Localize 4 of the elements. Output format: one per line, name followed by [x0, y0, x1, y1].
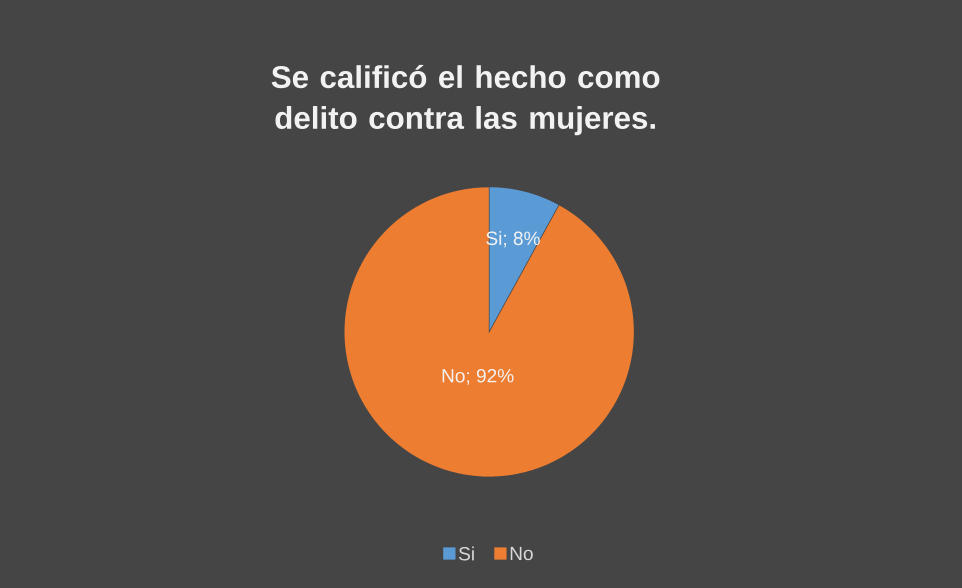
chart-title: Se calificó el hecho como delito contra las mujeres. [272, 64, 660, 136]
data-label: No; 92% [442, 368, 514, 385]
legend-label: Si [459, 546, 474, 560]
legend-label: No [510, 546, 533, 560]
